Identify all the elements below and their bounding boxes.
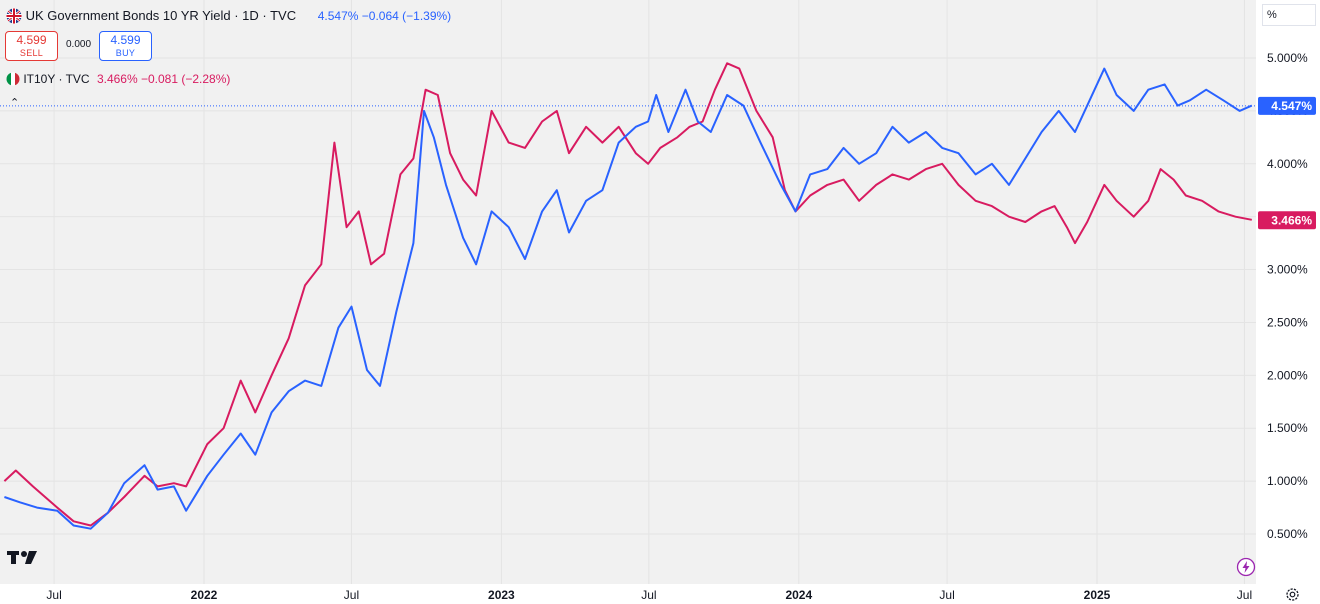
x-axis[interactable]: Jul 2022 Jul 2023 Jul 2024 Jul 2025 Jul <box>46 588 1252 602</box>
y-tick-label: 1.500% <box>1267 421 1308 435</box>
compare-symbol[interactable]: IT10Y · TVC <box>23 71 90 86</box>
spread-value: 0.000 <box>66 39 92 50</box>
y-tick-label: 3.000% <box>1267 263 1308 277</box>
y-tick-label: 1.000% <box>1267 474 1308 488</box>
uk-flag-icon <box>6 8 22 24</box>
x-tick-label: Jul <box>641 588 656 602</box>
x-tick-label: 2023 <box>488 588 515 602</box>
y-tick-label: 0.500% <box>1267 527 1308 541</box>
italy-flag-icon <box>6 72 20 86</box>
y-axis[interactable]: 5.000%4.500%4.000%3.500%3.000%2.500%2.00… <box>1267 51 1308 541</box>
chart-plot-area[interactable] <box>0 0 1256 584</box>
compare-legend: IT10Y · TVC 3.466% −0.081 (−2.28%) <box>6 71 230 86</box>
y-tick-label: 2.500% <box>1267 315 1308 329</box>
last-value-tags: 4.547% 3.466% <box>1258 96 1316 230</box>
uk-yield-line[interactable] <box>4 67 1253 530</box>
it-last-value-label: 3.466% <box>1271 213 1312 227</box>
y-tick-label: 2.000% <box>1267 368 1308 382</box>
buy-button[interactable]: 4.599 BUY <box>99 31 152 61</box>
x-tick-label: Jul <box>1237 588 1252 602</box>
uk-last-value-tag <box>1258 96 1316 115</box>
uk-last-value-label: 4.547% <box>1271 99 1312 113</box>
sell-label: SELL <box>19 48 44 58</box>
x-tick-label: Jul <box>46 588 61 602</box>
unit-label: % <box>1267 9 1277 21</box>
y-tick-label: 5.000% <box>1267 51 1308 65</box>
gear-icon[interactable] <box>1285 587 1300 602</box>
sell-button[interactable]: 4.599 SELL <box>5 31 58 61</box>
it-yield-line[interactable] <box>3 62 1252 527</box>
buy-label: BUY <box>115 48 136 58</box>
symbol-title[interactable]: UK Government Bonds 10 YR Yield · 1D · T… <box>25 8 297 24</box>
compare-quote: 3.466% −0.081 (−2.28%) <box>96 71 231 86</box>
x-tick-label: 2022 <box>191 588 218 602</box>
x-tick-label: Jul <box>344 588 359 602</box>
it-last-value-tag <box>1258 211 1316 230</box>
x-tick-label: Jul <box>939 588 954 602</box>
chevron-up-icon[interactable]: ⌃ <box>10 97 20 109</box>
main-quote: 4.547% −0.064 (−1.39%) <box>317 8 452 23</box>
main-legend: UK Government Bonds 10 YR Yield · 1D · T… <box>6 7 451 24</box>
series-group <box>3 62 1253 530</box>
unit-label-box[interactable]: % <box>1262 4 1316 26</box>
grid-lines <box>0 0 1256 584</box>
buy-value: 4.599 <box>110 33 141 47</box>
y-tick-label: 4.000% <box>1267 157 1308 171</box>
sell-value: 4.599 <box>16 33 47 47</box>
lightning-icon[interactable] <box>1236 557 1256 577</box>
tradingview-logo-icon[interactable] <box>7 548 41 568</box>
x-tick-label: 2024 <box>785 588 812 602</box>
x-tick-label: 2025 <box>1084 588 1111 602</box>
